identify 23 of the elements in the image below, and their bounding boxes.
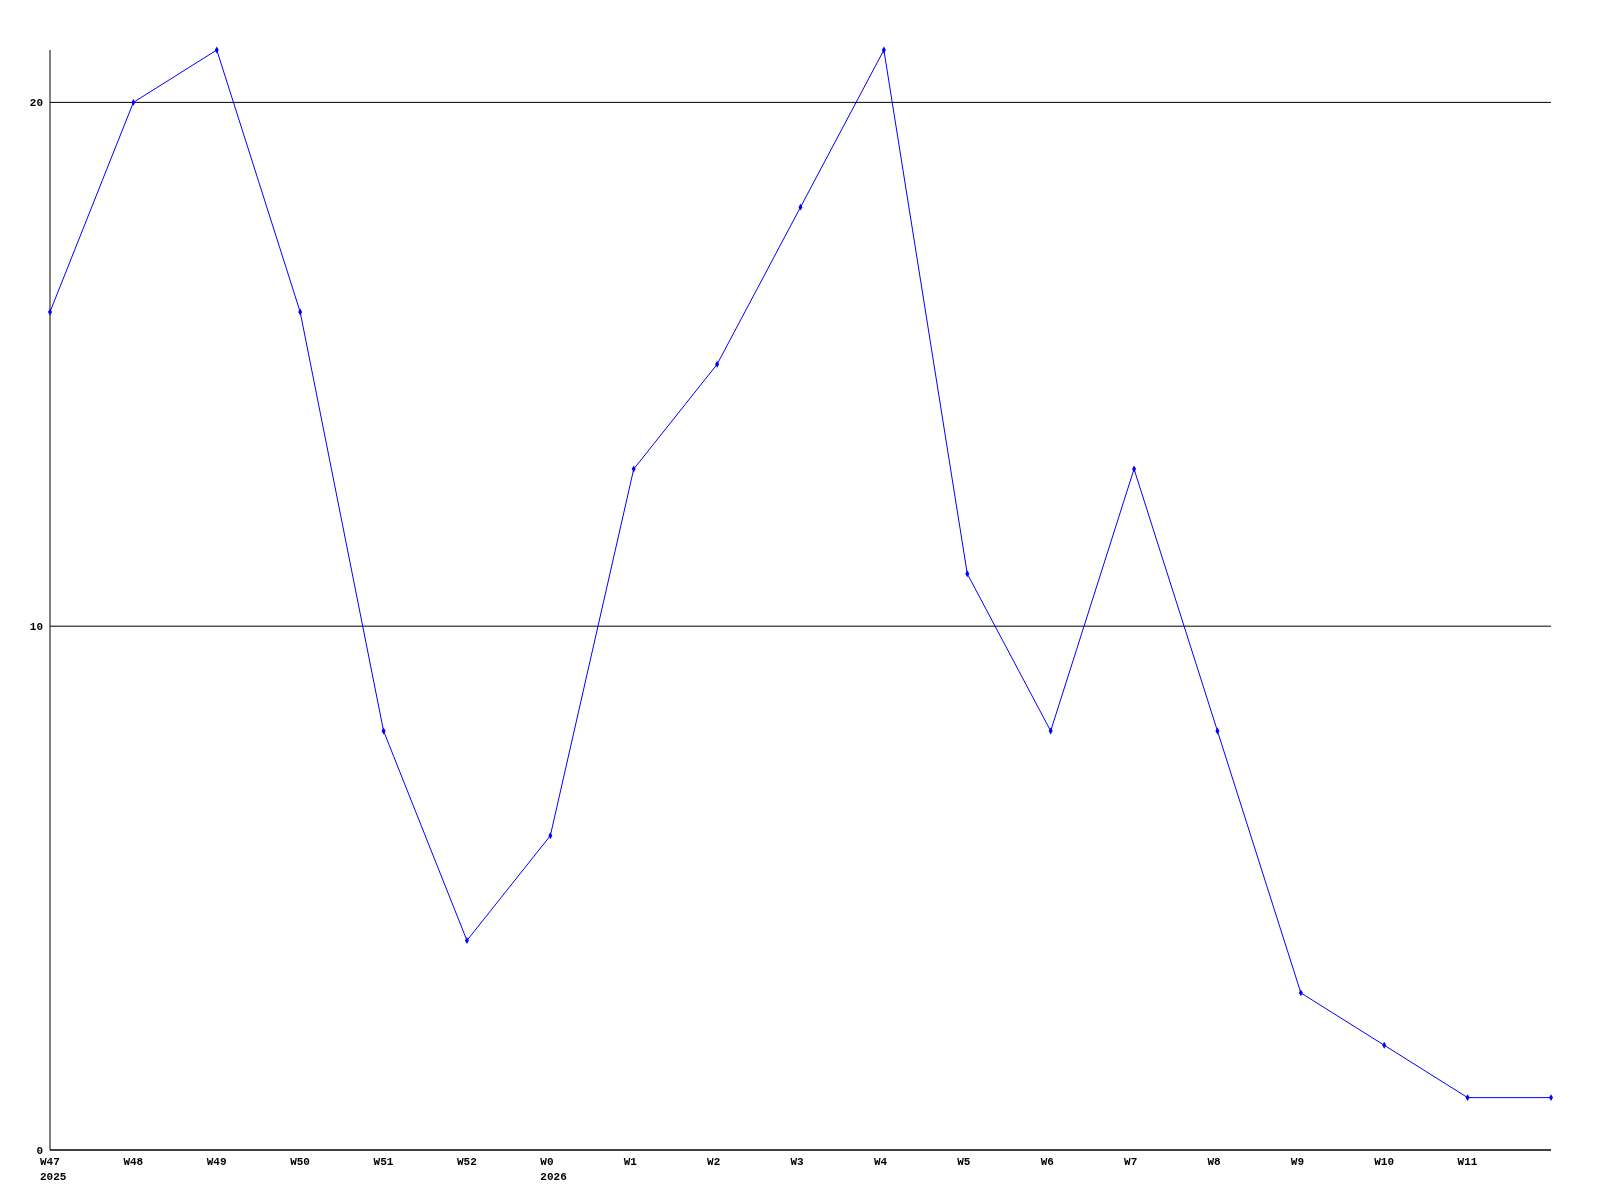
x-tick-label: W48: [123, 1156, 144, 1168]
x-tick-label: W0 2026: [540, 1156, 567, 1183]
x-tick-label: W51: [373, 1156, 394, 1168]
point: [47, 308, 53, 316]
y-tick-label: 0: [36, 1145, 43, 1157]
x-tick-label: W50: [290, 1156, 310, 1168]
x-tick-label: W47 2025: [40, 1156, 67, 1183]
y-tick-label: 20: [29, 97, 43, 110]
x-tick-label: W11: [1457, 1156, 1478, 1168]
x-tick-label: W1: [623, 1156, 638, 1168]
x-tick-label: W8: [1207, 1156, 1222, 1168]
x-tick-label: W5: [957, 1156, 971, 1168]
x-tick-label: W7: [1124, 1156, 1138, 1168]
x-tick-label: W52: [456, 1156, 477, 1168]
x-tick-label: W2: [707, 1156, 721, 1168]
x-tick-label: W10: [1374, 1156, 1395, 1168]
y-tick-label: 10: [29, 621, 43, 634]
x-tick-label: W4: [873, 1156, 888, 1168]
point: [1548, 1094, 1554, 1102]
x-tick-label: W6: [1040, 1156, 1054, 1168]
x-tick-label: W3: [790, 1156, 805, 1168]
x-tick-label: W9: [1290, 1156, 1305, 1168]
x-tick-label: W49: [206, 1156, 227, 1168]
